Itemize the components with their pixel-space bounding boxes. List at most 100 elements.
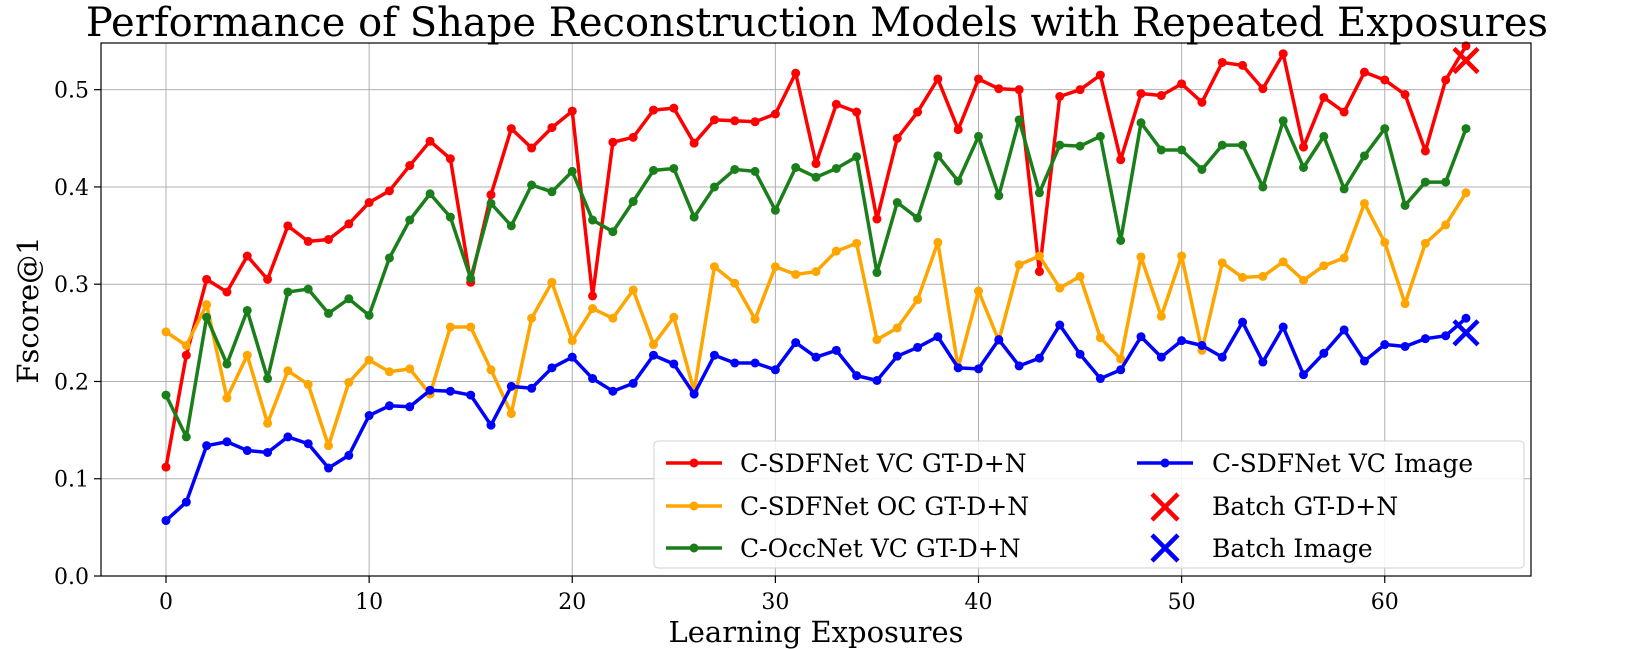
data-point: [974, 74, 983, 84]
y-axis-label: Fscore@1: [11, 236, 45, 383]
legend-marker: [689, 458, 699, 468]
legend-label: C-SDFNet OC GT-D+N: [740, 492, 1029, 521]
data-point: [506, 381, 516, 391]
data-point: [1034, 251, 1044, 261]
data-point: [709, 115, 719, 125]
data-point: [933, 74, 943, 84]
data-point: [669, 163, 679, 173]
data-point: [608, 386, 618, 396]
data-point: [303, 236, 313, 246]
data-point: [1177, 145, 1187, 155]
data-point: [750, 117, 760, 127]
data-point: [689, 389, 699, 399]
data-point: [628, 132, 638, 142]
data-point: [181, 350, 191, 360]
data-point: [242, 305, 252, 315]
data-point: [831, 99, 841, 109]
data-point: [364, 411, 374, 421]
data-point: [1278, 322, 1288, 332]
data-point: [1075, 141, 1085, 151]
data-point: [1014, 85, 1024, 95]
data-point: [730, 116, 740, 126]
data-point: [1238, 272, 1248, 282]
data-point: [852, 152, 862, 162]
data-point: [1380, 340, 1390, 350]
data-point: [933, 332, 943, 342]
data-point: [527, 180, 537, 190]
data-point: [222, 393, 232, 403]
data-point: [608, 313, 618, 323]
data-point: [1441, 220, 1451, 230]
data-point: [1055, 320, 1065, 330]
data-point: [324, 463, 333, 473]
data-point: [1319, 131, 1329, 141]
data-point: [811, 159, 821, 169]
data-point: [425, 136, 435, 146]
data-point: [222, 359, 232, 369]
data-point: [283, 432, 293, 442]
data-point: [994, 335, 1004, 345]
data-point: [770, 262, 780, 272]
data-point: [1217, 57, 1227, 67]
data-point: [303, 284, 313, 294]
data-point: [811, 172, 821, 182]
data-point: [1116, 365, 1126, 375]
data-point: [811, 267, 821, 277]
data-point: [181, 340, 191, 350]
data-point: [750, 314, 760, 324]
x-axis-label: Learning Exposures: [669, 615, 964, 649]
data-point: [1136, 118, 1146, 128]
data-point: [1258, 357, 1268, 367]
data-point: [202, 274, 212, 284]
data-point: [1461, 124, 1471, 134]
data-point: [445, 212, 455, 222]
data-point: [1441, 75, 1451, 85]
data-point: [405, 364, 415, 374]
data-point: [161, 462, 171, 472]
data-point: [791, 162, 801, 172]
data-point: [405, 402, 415, 412]
data-point: [1055, 140, 1065, 150]
y-axis-ticks: 0.0 0.1 0.2 0.3 0.4 0.5: [54, 79, 101, 590]
data-point: [547, 277, 557, 287]
data-point: [1299, 275, 1308, 285]
data-point: [1339, 325, 1349, 335]
data-point: [242, 251, 252, 261]
data-point: [791, 338, 801, 348]
data-point: [445, 386, 455, 396]
chart-title: Performance of Shape Reconstruction Mode…: [86, 0, 1548, 46]
data-point: [425, 385, 435, 395]
data-point: [1258, 84, 1268, 94]
data-point: [750, 358, 760, 368]
data-point: [1319, 348, 1329, 358]
data-point: [384, 401, 394, 411]
data-point: [1136, 332, 1146, 342]
data-point: [608, 137, 618, 147]
data-point: [1075, 271, 1085, 281]
data-point: [384, 367, 394, 377]
data-point: [445, 322, 455, 332]
data-point: [425, 189, 435, 199]
legend-label: C-SDFNet VC GT-D+N: [740, 449, 1027, 478]
series-layer: [161, 41, 1471, 526]
plot-area-frame: [100, 42, 1532, 577]
data-point: [649, 350, 658, 360]
data-point: [1359, 198, 1369, 208]
data-point: [649, 105, 658, 115]
y-tick-label: 0.5: [54, 79, 89, 104]
data-point: [506, 221, 516, 231]
data-point: [831, 345, 841, 355]
data-point: [324, 308, 333, 318]
data-point: [1380, 124, 1390, 134]
data-point: [405, 161, 415, 171]
data-point: [222, 287, 232, 297]
y-tick-label: 0.2: [54, 370, 89, 395]
data-point: [1420, 334, 1430, 344]
data-point: [161, 327, 171, 337]
data-point: [1177, 251, 1187, 261]
data-point: [527, 143, 537, 153]
data-point: [1380, 237, 1390, 247]
data-point: [994, 191, 1004, 201]
data-point: [1014, 260, 1024, 270]
data-point: [588, 215, 598, 225]
